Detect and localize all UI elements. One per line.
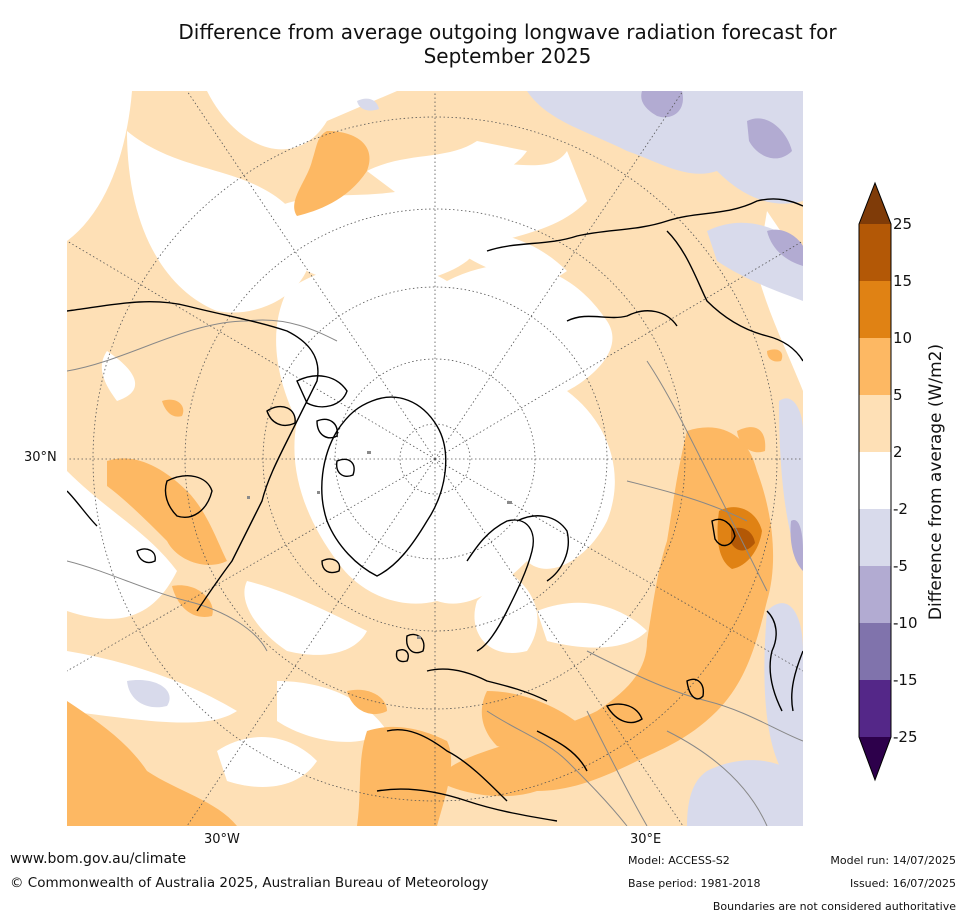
colorbar-tick-minus25: -25: [893, 728, 918, 746]
colorbar-tick-minus10: -10: [893, 614, 918, 632]
colorbar-tick-15: 15: [893, 272, 913, 290]
country-boundaries: [67, 319, 803, 826]
longitude-label-30w: 30°W: [204, 832, 240, 847]
boundaries-disclaimer: Boundaries are not considered authoritat…: [712, 900, 956, 913]
colorbar-over-triangle: [859, 183, 891, 224]
base-period: Base period: 1981-2018: [628, 877, 761, 890]
colorbar-outline: [858, 181, 892, 782]
colorbar-tick-5: 5: [893, 386, 903, 404]
colorbar-band-10-15: [859, 281, 891, 338]
colorbar-band-5-10: [859, 338, 891, 395]
colorbar-tick-2: 2: [893, 443, 903, 461]
anomaly-15-25-regions: [731, 527, 755, 551]
title-line-1: Difference from average outgoing longwav…: [178, 20, 837, 44]
colorbar-band-15-25: [859, 224, 891, 281]
sea-ice-fragments: [247, 451, 512, 639]
colorbar-under-triangle: [859, 737, 891, 780]
colorbar-tick-minus5: -5: [893, 557, 908, 575]
colorbar-tick-10: 10: [893, 329, 913, 347]
latitude-label-30n: 30°N: [24, 450, 57, 465]
map-svg: [67, 91, 803, 826]
anomaly-5-10-regions: [67, 131, 783, 826]
colorbar-tick-minus2: -2: [893, 500, 908, 518]
colorbar-title: Difference from average (W/m2): [926, 343, 946, 621]
colorbar: [858, 181, 892, 782]
copyright-notice: © Commonwealth of Australia 2025, Austra…: [10, 875, 489, 891]
anomaly-minus2-minus5-regions: [127, 91, 803, 826]
colorbar-tick-25: 25: [893, 215, 913, 233]
map-title: Difference from average outgoing longwav…: [60, 20, 955, 68]
colorbar-band-2-5: [859, 395, 891, 452]
colorbar-band-minus15-minus10: [859, 623, 891, 680]
issued-date: Issued: 16/07/2025: [849, 877, 956, 890]
colorbar-band-minus25-minus15: [859, 680, 891, 737]
anomaly-minus5-minus10-regions: [641, 91, 803, 571]
colorbar-band-neutral: [859, 452, 891, 509]
colorbar-tick-minus15: -15: [893, 671, 918, 689]
colorbar-band-minus10-minus5: [859, 566, 891, 623]
coastlines: [67, 198, 803, 822]
website-link[interactable]: www.bom.gov.au/climate: [10, 851, 187, 867]
title-line-2: September 2025: [423, 44, 592, 68]
model-name: Model: ACCESS-S2: [628, 854, 730, 867]
colorbar-band-minus5-minus2: [859, 509, 891, 566]
polar-map: [67, 91, 803, 826]
longitude-label-30e: 30°E: [630, 832, 662, 847]
graticule: [67, 91, 803, 826]
model-run-date: Model run: 14/07/2025: [830, 854, 956, 867]
